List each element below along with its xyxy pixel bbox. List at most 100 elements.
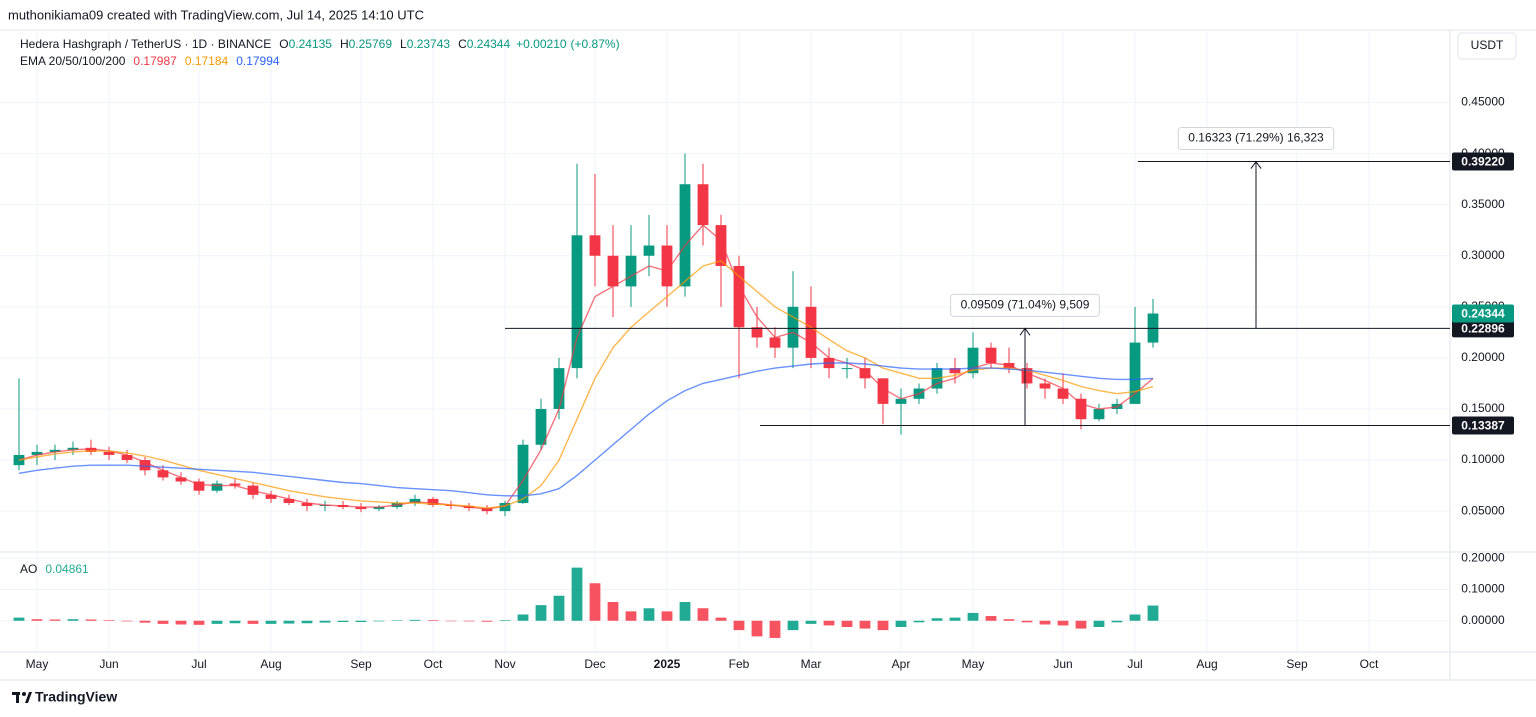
ao-bar	[823, 620, 835, 626]
x-tick-label: Feb	[729, 657, 750, 671]
ao-bar	[481, 620, 493, 622]
candle-body	[1057, 388, 1069, 399]
candle-body	[103, 451, 115, 455]
ao-bar	[985, 616, 997, 621]
candle-body	[553, 368, 565, 409]
candle-body	[769, 337, 781, 348]
candle-body	[355, 507, 367, 510]
ao-bar	[13, 617, 25, 621]
logo-part	[25, 692, 32, 703]
ao-bar	[715, 617, 727, 621]
candle-body	[427, 498, 439, 506]
candle-body	[877, 378, 889, 404]
y-tick-label: 0.45000	[1461, 95, 1505, 109]
change-value: +0.00210	[516, 37, 567, 51]
ao-bar	[1147, 605, 1159, 621]
candle-body	[229, 483, 241, 486]
ao-bar	[697, 608, 709, 621]
x-tick-label: Sep	[350, 657, 372, 671]
ao-bar	[427, 620, 439, 621]
ao-bar	[301, 620, 313, 624]
ao-tick-label: 0.10000	[1461, 582, 1505, 596]
ohlc-value: 0.24344	[467, 37, 511, 51]
candle-body	[679, 184, 691, 287]
candle-body	[301, 502, 313, 507]
candle-body	[499, 502, 511, 512]
ao-name: AO	[20, 562, 37, 576]
candle-body	[733, 265, 745, 328]
marks	[13, 153, 1159, 638]
arrow-head	[1019, 327, 1031, 336]
ao-bar	[247, 620, 259, 624]
candle-body	[193, 481, 205, 491]
ema-legend: EMA 20/50/100/200 0.17987 0.17184 0.17994	[20, 54, 280, 68]
ao-bar	[661, 611, 673, 621]
candle-body	[715, 225, 727, 266]
candle-body	[535, 408, 547, 445]
candle-body	[517, 444, 529, 503]
y-tick-label: 0.15000	[1461, 401, 1505, 415]
candle-body	[1021, 368, 1033, 384]
ao-bar	[373, 620, 385, 622]
ao-bar	[175, 620, 187, 625]
candle-body	[895, 398, 907, 404]
ao-bar	[769, 620, 781, 638]
legend-value: 0.17994	[236, 54, 280, 68]
x-tick-label: May	[962, 657, 985, 671]
candle-body	[1129, 342, 1141, 404]
candle-body	[607, 255, 619, 287]
ao-bar	[31, 619, 43, 621]
candle-body	[643, 245, 655, 256]
last-price-tag	[1452, 304, 1514, 323]
attribution: muthonikiama09 created with TradingView.…	[8, 7, 424, 22]
ao-bar	[751, 620, 763, 637]
ao-bar	[265, 620, 277, 624]
x-tick-label: Jun	[99, 657, 118, 671]
ao-bar	[121, 620, 133, 622]
ao-bar	[391, 620, 403, 621]
candle-body	[1075, 398, 1087, 420]
legend-value: 0.17987	[133, 54, 177, 68]
candle-body	[409, 498, 421, 503]
candle-body	[1039, 383, 1051, 389]
ao-bar	[1021, 620, 1033, 623]
overlays: 0.050000.100000.150000.200000.250000.300…	[26, 95, 1514, 671]
candle-body	[1093, 408, 1105, 420]
ao-bar	[805, 620, 817, 624]
measure-label: 0.09509 (71.04%) 9,509	[961, 297, 1090, 311]
level-tag	[1452, 416, 1514, 435]
ao-bar	[499, 620, 511, 621]
ao-bar	[85, 619, 97, 621]
measure-box	[950, 293, 1100, 317]
change-percent: (+0.87%)	[571, 37, 620, 51]
ao-bar	[625, 611, 637, 621]
y-tick-label: 0.05000	[1461, 503, 1505, 517]
ao-bar	[913, 620, 925, 623]
ao-bar	[679, 602, 691, 621]
x-tick-label: Jul	[1127, 657, 1142, 671]
arrow-head	[1250, 160, 1262, 169]
ao-bar	[1111, 620, 1123, 623]
ao-bar	[841, 620, 853, 627]
ao-bar	[787, 620, 799, 631]
ao-bar	[931, 618, 943, 621]
currency-button[interactable]	[1457, 32, 1517, 60]
ao-legend: AO 0.04861	[20, 562, 89, 576]
ohlc-key: L	[400, 37, 407, 51]
candle-body	[49, 449, 61, 452]
level-tag-label: 0.39220	[1461, 155, 1505, 169]
y-tick-label: 0.10000	[1461, 452, 1505, 466]
footer-logo	[12, 692, 32, 703]
level-tag	[1452, 319, 1514, 338]
ao-bar	[535, 605, 547, 621]
candle-body	[625, 255, 637, 287]
candle-body	[265, 494, 277, 499]
x-tick-label: Apr	[892, 657, 911, 671]
ohlc-key: C	[458, 37, 467, 51]
measure-label: 0.16323 (71.29%) 16,323	[1188, 131, 1324, 145]
currency-label[interactable]: USDT	[1471, 38, 1504, 52]
candle-body	[787, 306, 799, 348]
ao-bar	[1003, 619, 1015, 621]
x-tick-label: Jun	[1053, 657, 1072, 671]
